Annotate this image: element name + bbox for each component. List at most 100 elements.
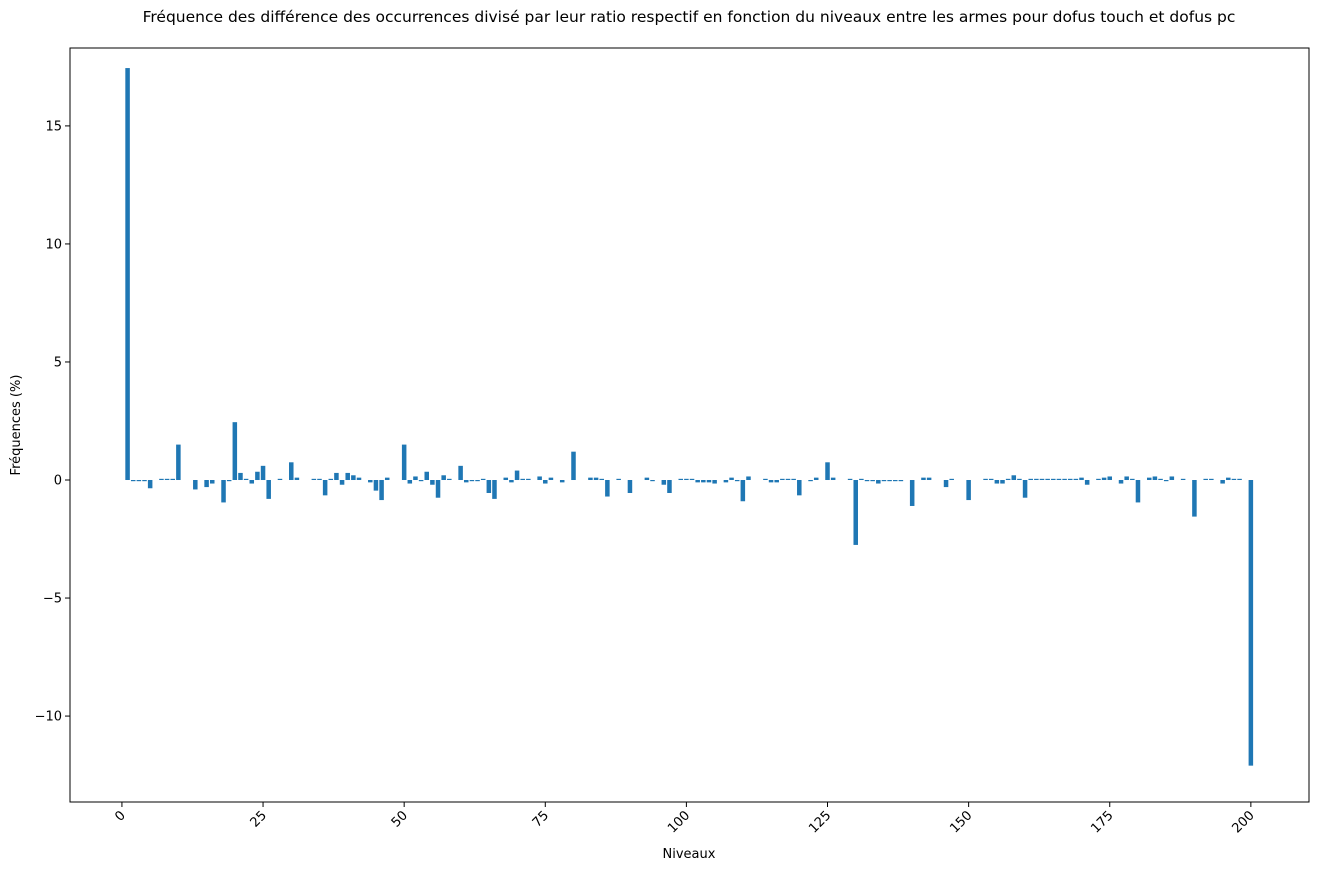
bar (1203, 478, 1208, 481)
bar (317, 478, 322, 481)
bar (571, 451, 576, 481)
bar (1028, 478, 1033, 481)
bar (1118, 480, 1124, 484)
bar (559, 480, 565, 483)
plot-frame (69, 47, 1310, 803)
bar (418, 480, 424, 482)
bar (1062, 478, 1067, 481)
y-tick-label: −5 (43, 592, 62, 607)
bar (435, 480, 441, 498)
bar (413, 476, 418, 481)
chart-title: Fréquence des différence des occurrences… (143, 8, 1236, 26)
bar (373, 480, 379, 491)
bar (294, 477, 300, 481)
bar (864, 480, 870, 482)
y-tick-label: 10 (45, 237, 62, 252)
bar (147, 480, 153, 489)
bar (1237, 478, 1242, 481)
bar (311, 478, 317, 481)
bar (1067, 478, 1073, 481)
bar (1005, 478, 1011, 481)
bar (1220, 480, 1225, 484)
bar (825, 462, 830, 481)
x-tick-label: 150 (947, 808, 975, 836)
bar (277, 478, 283, 481)
bar (684, 478, 689, 481)
bar (170, 478, 175, 481)
bar (543, 480, 548, 484)
bar (514, 470, 520, 481)
y-tick-label: −10 (35, 710, 62, 725)
x-tick-label: 100 (665, 808, 693, 836)
bar (463, 480, 469, 483)
bar (407, 480, 413, 484)
y-tick-label: 5 (54, 355, 62, 370)
bar (238, 472, 243, 481)
bar (159, 478, 164, 481)
bar (1146, 477, 1152, 481)
bar (740, 480, 746, 502)
bar (458, 465, 463, 481)
bar (441, 475, 446, 481)
bar (1152, 476, 1158, 481)
bar (1039, 478, 1045, 481)
bar (322, 480, 328, 496)
bar (193, 480, 198, 490)
bar (791, 478, 796, 481)
bar (892, 480, 898, 482)
bar (130, 480, 136, 482)
bar (723, 480, 729, 483)
x-tick-label: 25 (248, 808, 270, 830)
bar (537, 476, 542, 481)
bar (1073, 478, 1079, 481)
bar (136, 480, 142, 482)
bar (356, 477, 362, 481)
bar (1231, 478, 1237, 481)
bar (898, 480, 904, 482)
bar (678, 478, 684, 481)
bar (588, 477, 593, 481)
bar (475, 480, 480, 482)
bar (221, 480, 226, 503)
bar (401, 444, 407, 481)
x-tick-label: 0 (112, 808, 128, 824)
bar (695, 480, 700, 483)
bar (328, 478, 334, 481)
bar (593, 477, 599, 481)
bar (351, 475, 356, 481)
bar (1079, 477, 1084, 481)
bar (616, 478, 621, 481)
x-tick-label: 175 (1088, 808, 1116, 836)
bar (469, 480, 475, 482)
bar (887, 480, 892, 482)
bar (1084, 480, 1090, 485)
bar (509, 480, 514, 483)
bar (774, 480, 779, 483)
bar (1000, 480, 1005, 484)
bar (627, 480, 633, 493)
bar (870, 480, 875, 482)
bar (142, 480, 147, 482)
bar (226, 480, 232, 482)
y-axis-label: Fréquences (%) (9, 375, 24, 476)
bar (266, 480, 271, 499)
bar (1226, 477, 1231, 481)
bar (949, 478, 954, 481)
bar (921, 477, 926, 481)
bar (644, 477, 650, 481)
bar (334, 472, 339, 481)
bar (345, 472, 350, 481)
bar (447, 478, 452, 481)
bar (232, 422, 238, 481)
bar (859, 478, 864, 481)
bar (1011, 475, 1017, 481)
bar (1056, 478, 1062, 481)
bar (926, 477, 932, 481)
x-tick-label: 200 (1230, 808, 1258, 836)
bar (876, 480, 881, 484)
bar (853, 480, 858, 545)
bar (526, 478, 531, 481)
bar (1107, 476, 1113, 481)
bar (689, 478, 695, 481)
